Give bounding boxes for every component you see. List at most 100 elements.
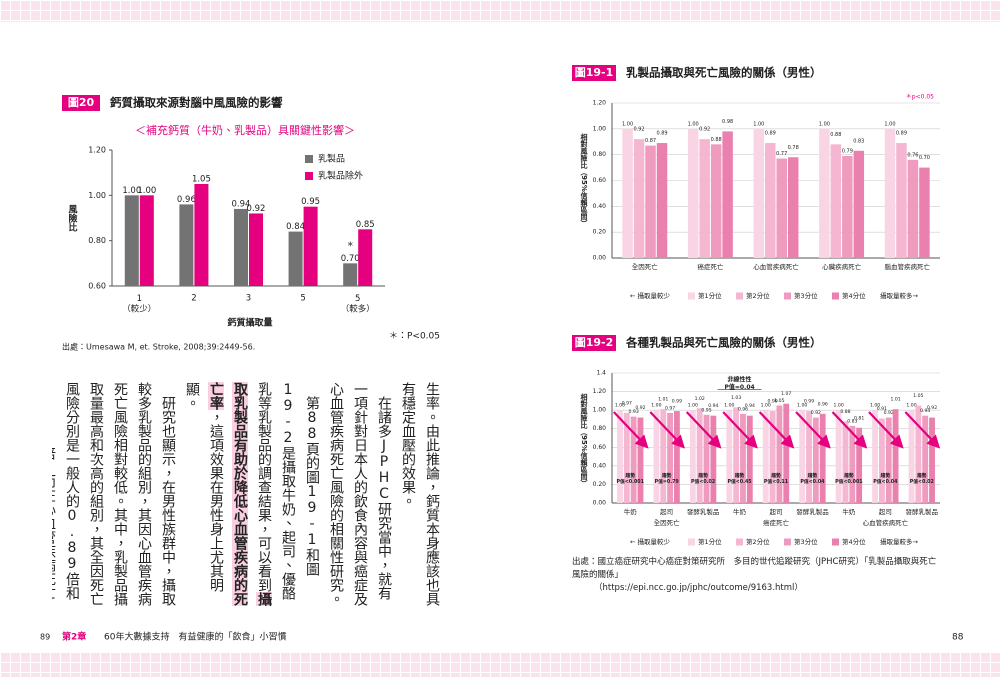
bar: [907, 159, 919, 258]
bar: [722, 131, 733, 258]
figure-title: 鈣質攝取來源對腦中風風險的影響: [110, 96, 283, 110]
bar: [908, 410, 915, 503]
y-tick-label: 0.20: [593, 229, 607, 236]
legend-swatch: [688, 538, 695, 546]
paragraph: 在諸多JPHC研究當中，就有一項針對日本人的飲食內容與癌症及心血管疾病死亡風險的…: [324, 382, 396, 610]
bar: [288, 231, 303, 286]
value-label: 1.00: [884, 121, 895, 127]
value-label: 0.83: [853, 138, 864, 144]
legend-label: 第2分位: [746, 291, 770, 300]
value-label: 1.05: [913, 393, 923, 399]
trend-arrow: [904, 411, 941, 449]
bar: [853, 150, 865, 258]
x-tick-label: 全因死亡: [632, 262, 659, 271]
value-label: 1.00: [819, 121, 830, 127]
paragraph: 研究也顯示，在男性族群中，攝取較多乳製品的組別，其因心血管疾病死亡風險相對較低。…: [52, 382, 180, 610]
x-tick-label: 起司: [770, 508, 783, 516]
y-tick-label: 0.60: [593, 444, 607, 451]
value-label: 0.97: [622, 400, 632, 406]
trend-arrow: [649, 411, 686, 449]
trend-arrow: [685, 411, 722, 449]
group-label: 癌症死亡: [763, 518, 790, 527]
y-tick-label: 1.00: [88, 191, 106, 200]
x-tick-label: 癌症死亡: [697, 262, 724, 271]
bar: [653, 410, 660, 503]
bar: [617, 410, 623, 503]
value-label: 1.03: [731, 395, 741, 401]
value-label: 0.92: [927, 405, 937, 411]
text-run: 在諸多JPHC研究當中，就有一項針對日本人的飲食內容與癌症及心血管疾病死亡風險的…: [328, 382, 392, 606]
value-label: 0.92: [633, 127, 644, 133]
bar: [726, 410, 733, 503]
bar: [194, 184, 209, 286]
annotation: *: [347, 239, 353, 252]
x-tick-label: 心血管疾病死亡: [753, 262, 799, 271]
y-axis-label: 相對風險比（95%信賴區間）: [580, 392, 589, 487]
value-label: 1.00: [122, 186, 141, 196]
bar: [842, 155, 853, 258]
value-label: 1.00: [651, 403, 661, 409]
value-label: 1.01: [658, 397, 668, 403]
value-label: 0.91: [877, 406, 887, 412]
bar: [674, 411, 680, 503]
value-label: 1.05: [774, 398, 784, 404]
bar: [799, 410, 806, 503]
note: ＊：P<0.05: [389, 332, 440, 342]
value-label: 0.96: [177, 195, 196, 205]
value-label: 0.92: [884, 410, 894, 416]
value-label: 1.00: [834, 403, 844, 409]
source-text: 出處：國立癌症研究中心癌症對策研究所 多目的世代追蹤研究（JPHC研究）「乳製品…: [572, 557, 937, 580]
legend-to: 攝取量較多→: [880, 537, 919, 546]
value-label: 0.89: [765, 131, 776, 137]
legend-from: ← 攝取量較少: [630, 537, 671, 546]
bar: [622, 128, 633, 258]
y-tick-label: 1.00: [593, 407, 607, 414]
bar: [819, 128, 830, 258]
value-label: 0.85: [356, 220, 375, 230]
bar: [884, 128, 896, 258]
figure-title: 乳製品攝取與死亡風險的關係（男性）: [626, 66, 822, 80]
value-label: 0.92: [635, 405, 645, 411]
y-tick-label: 0.80: [593, 425, 607, 432]
legend-swatch: [736, 538, 743, 546]
figure-label-box: [62, 95, 100, 111]
bar: [667, 412, 673, 503]
y-axis-label: 風險比: [67, 204, 78, 232]
x-tick-label: 牛奶: [842, 507, 856, 516]
bar: [753, 128, 765, 258]
legend-label: 第3分位: [794, 291, 818, 300]
x-axis-label: 鈣質攝取量: [227, 317, 272, 329]
bar: [687, 128, 699, 258]
figure-label: 圖20: [68, 96, 95, 109]
value-label: 1.00: [622, 121, 633, 127]
body-text: 生率。由此推論，鈣質本身應該也具有穩定血壓的效果。 在諸多JPHC研究當中，就有一…: [52, 382, 444, 610]
trend-label: 趨勢 P值<0.04: [800, 472, 825, 485]
bar: [124, 195, 139, 286]
legend-swatch: [688, 292, 695, 300]
x-tick-label: 3: [246, 294, 251, 304]
bar: [856, 427, 863, 503]
legend-label: 乳製品: [318, 153, 345, 165]
y-tick-label: 1.20: [88, 146, 106, 155]
legend-swatch: [832, 538, 839, 546]
x-tick-label: 牛奶: [624, 507, 638, 516]
page-number: 88: [952, 633, 964, 643]
figure-title: 各種乳製品與死亡風險的關係（男性）: [625, 336, 822, 350]
value-label: 1.07: [781, 391, 791, 397]
bar: [249, 213, 264, 286]
y-tick-label: 1.00: [593, 125, 607, 132]
value-label: 0.99: [672, 399, 682, 405]
y-axis-label: 相對風險比（95%信賴區間）: [580, 132, 589, 227]
value-label: 1.00: [615, 403, 625, 409]
x-tick-label: 腦血管疾病死亡: [884, 262, 930, 271]
value-label: 1.00: [797, 403, 807, 409]
bar: [633, 139, 645, 258]
top-border: [0, 0, 1000, 22]
value-label: 0.83: [847, 418, 857, 424]
paragraph: 第88頁的圖19-1和圖19-2是攝取牛奶、起司、優酪乳等乳製品的調查結果，可以…: [180, 382, 324, 610]
bar: [740, 413, 746, 503]
value-label: 0.88: [711, 137, 722, 143]
bar: [623, 412, 630, 503]
book-title: 60年大數據支持 有益健康的「飲食」小習慣: [104, 631, 286, 643]
annotation: 非線性性 P值=0.04: [724, 375, 754, 391]
